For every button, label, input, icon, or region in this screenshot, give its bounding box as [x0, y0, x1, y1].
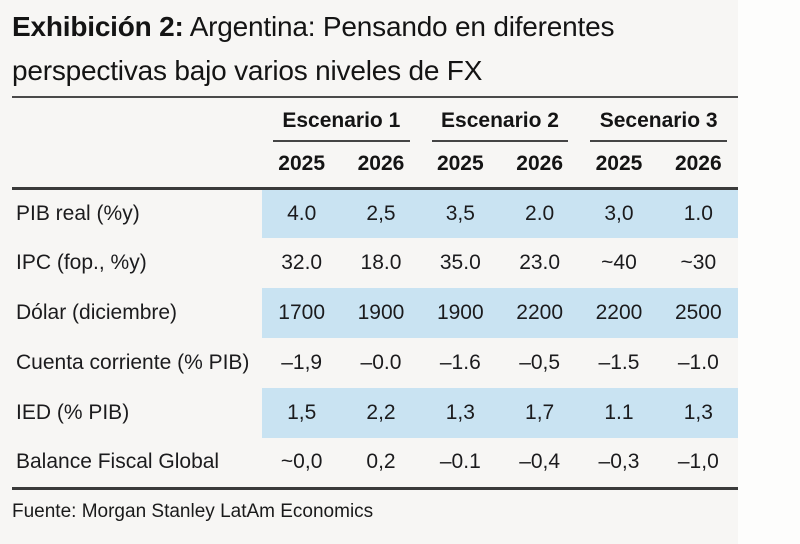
table-row-dolar: Dólar (diciembre) 1700 1900 1900 2200 22… — [12, 288, 738, 338]
table-cell: 23.0 — [519, 251, 561, 274]
table-cell: –1.0 — [677, 351, 719, 374]
empty-corner-cell — [12, 142, 262, 190]
table-cell: 1,7 — [499, 388, 580, 438]
table-row-pib-real: PIB real (%y) 4.0 2,5 3,5 2.0 3,0 1.0 — [12, 188, 738, 238]
table-cell: –0.1 — [420, 438, 500, 490]
year-header: 2025 — [420, 142, 500, 190]
row-label: IED (% PIB) — [16, 401, 130, 424]
year-header: 2025 — [579, 142, 659, 190]
scenario-table: Escenario 1 Escenario 2 Secenario 3 2025… — [12, 100, 738, 490]
table-cell: 1900 — [420, 288, 500, 338]
table-cell: 1,3 — [420, 388, 500, 438]
table-cell: –0.0 — [360, 351, 402, 374]
table-cell: –0,3 — [579, 438, 659, 490]
table-cell: –0,4 — [499, 438, 580, 490]
row-label: IPC (fop., %y) — [16, 251, 147, 274]
table-cell: 2200 — [579, 288, 659, 338]
table-row-balance-fiscal: Balance Fiscal Global ~0,0 0,2 –0.1 –0,4… — [12, 438, 738, 490]
year-header: 2026 — [341, 142, 421, 190]
year-header-row: 2025 2026 2025 2026 2025 2026 — [12, 142, 738, 190]
table-cell: 2,5 — [341, 188, 421, 238]
table-cell: 3,0 — [579, 188, 659, 238]
table-cell: 2500 — [658, 288, 738, 338]
right-margin-strip — [738, 0, 800, 544]
scenario-2-header: Escenario 2 — [421, 100, 580, 142]
exhibit-number: Exhibición 2: — [12, 11, 184, 42]
table-cell: 32.0 — [281, 251, 323, 274]
year-header: 2026 — [499, 142, 580, 190]
row-label: PIB real (%y) — [16, 201, 140, 225]
row-label: Balance Fiscal Global — [12, 438, 262, 490]
table-cell: 1700 — [262, 288, 342, 338]
table-cell: ~30 — [680, 251, 717, 274]
page-title: Exhibición 2: Argentina: Pensando en dif… — [12, 5, 702, 93]
table-cell: –1.6 — [439, 351, 481, 374]
table-row-ied: IED (% PIB) 1,5 2,2 1,3 1,7 1.1 1,3 — [12, 388, 738, 438]
table-cell: 0,2 — [341, 438, 421, 490]
scenario-3-header: Secenario 3 — [579, 100, 738, 142]
year-header: 2025 — [262, 142, 342, 190]
table-cell: –1,0 — [658, 438, 738, 490]
table-cell: 1900 — [341, 288, 421, 338]
source-note: Fuente: Morgan Stanley LatAm Economics — [12, 501, 374, 522]
table-cell: ~40 — [601, 251, 637, 274]
table-cell: 2.0 — [499, 188, 580, 238]
scenario-1-header: Escenario 1 — [262, 100, 421, 142]
table-cell: –0,5 — [519, 351, 561, 374]
table-cell: 2200 — [499, 288, 580, 338]
row-label: Cuenta corriente (% PIB) — [16, 351, 250, 374]
table-row-cuenta-corriente: Cuenta corriente (% PIB) –1,9 –0.0 –1.6 … — [12, 338, 738, 388]
scenario-3-label: Secenario 3 — [590, 109, 727, 142]
row-label: Dólar (diciembre) — [16, 301, 178, 324]
table-cell: –1.5 — [598, 351, 640, 374]
table-cell: ~0,0 — [262, 438, 342, 490]
table-cell: 1.0 — [658, 188, 738, 238]
table-cell: 1.1 — [579, 388, 659, 438]
exhibit-title-text: Argentina: Pensando en diferentes perspe… — [12, 11, 615, 86]
scenario-2-label: Escenario 2 — [431, 109, 569, 142]
table-cell: –1,9 — [281, 351, 323, 374]
table-row-ipc: IPC (fop., %y) 32.0 18.0 35.0 23.0 ~40 ~… — [12, 238, 738, 288]
table-cell: 1,3 — [658, 388, 738, 438]
title-divider — [12, 96, 738, 98]
table-cell: 3,5 — [420, 188, 500, 238]
table-cell: 18.0 — [360, 251, 402, 274]
scenario-header-row: Escenario 1 Escenario 2 Secenario 3 — [12, 100, 738, 142]
table-cell: 4.0 — [262, 188, 342, 238]
table-cell: 1,5 — [262, 388, 342, 438]
table-cell: 35.0 — [439, 251, 481, 274]
empty-corner-cell — [12, 100, 262, 142]
table-cell: 2,2 — [341, 388, 421, 438]
scenario-1-label: Escenario 1 — [273, 109, 410, 142]
year-header: 2026 — [658, 142, 738, 190]
